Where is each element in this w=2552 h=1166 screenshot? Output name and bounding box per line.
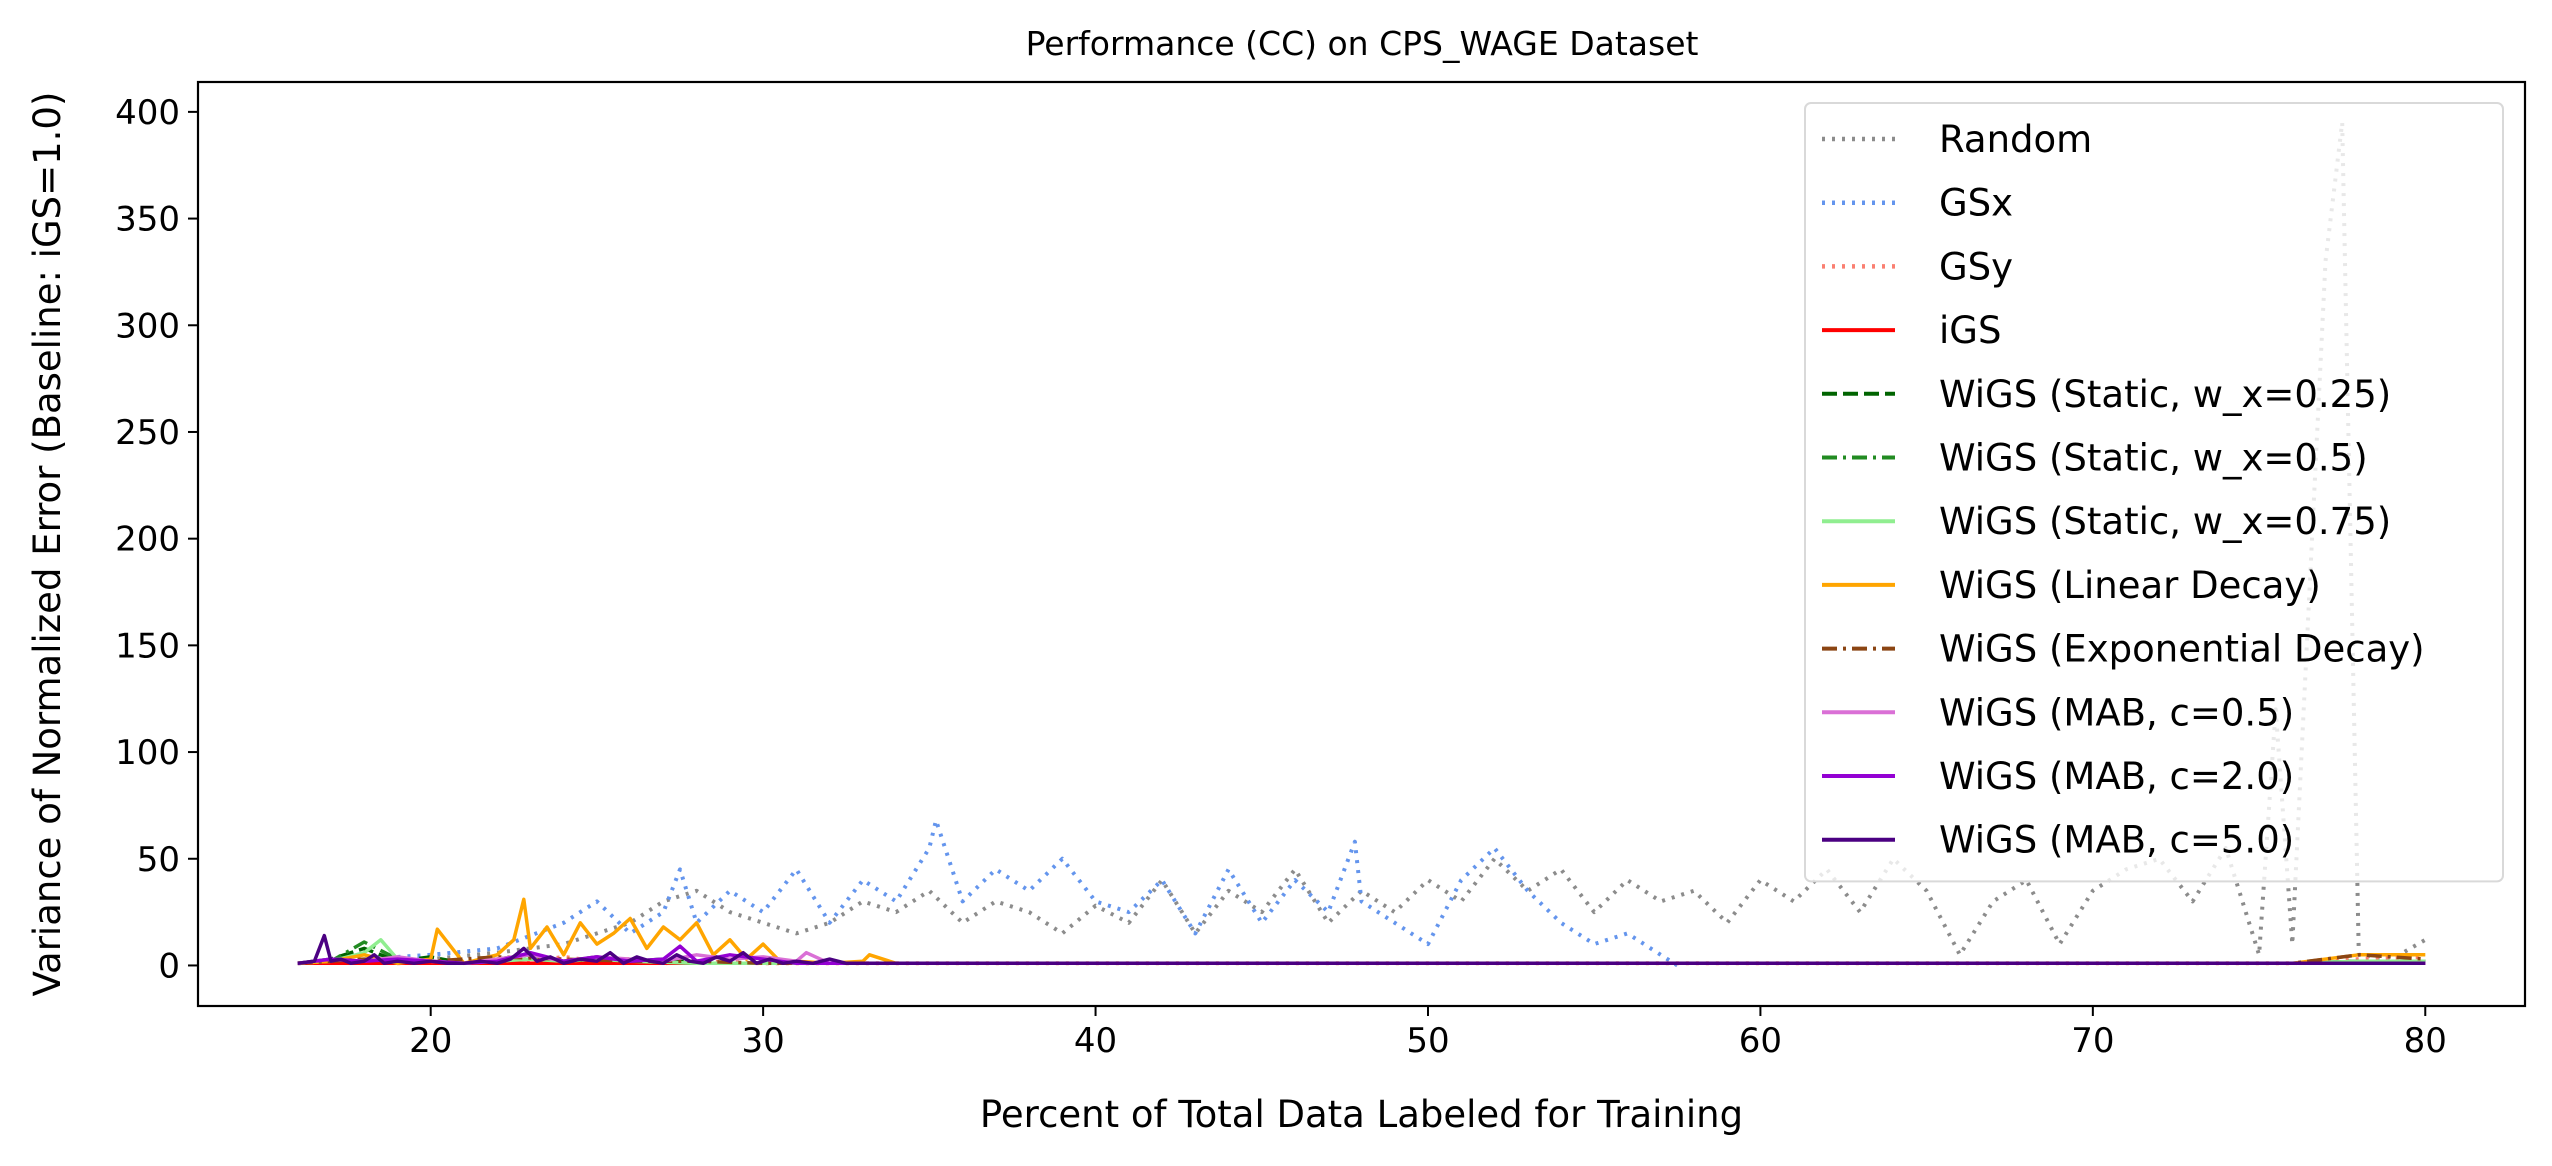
series-line-wigs-mab-c-5-0 [297,933,2426,966]
legend-box [1804,102,2504,883]
y-tick-label: 200 [115,520,180,560]
x-axis-title: Percent of Total Data Labeled for Traini… [980,1093,1743,1136]
legend-label-wigs-static-w-x-0-25: WiGS (Static, w_x=0.25) [1939,373,2391,416]
y-tick-label: 300 [115,306,180,346]
x-tick-label: 60 [1739,1021,1782,1061]
legend-label-wigs-mab-c-0-5: WiGS (MAB, c=0.5) [1939,691,2294,734]
legend-label-wigs-static-w-x-0-75: WiGS (Static, w_x=0.75) [1939,500,2391,543]
series-layer [297,120,2427,968]
chart-title: Performance (CC) on CPS_WAGE Dataset [1026,24,1699,63]
ticks-layer: 20 30 40 50 60 70 80 0 50 100 150 200 250 300 350 400 [115,93,2447,1061]
x-tick-label: 20 [409,1021,452,1061]
y-axis-title: Variance of Normalized Error (Baseline: … [26,92,69,997]
legend-label-igs: iGS [1939,309,2001,352]
plot-frame [196,80,2527,1008]
legend-label-wigs-exponential-decay: WiGS (Exponential Decay) [1939,628,2425,671]
x-tick-label: 80 [2404,1021,2447,1061]
legend-label-gsx: GSx [1939,182,2013,225]
legend-label-wigs-mab-c-5-0: WiGS (MAB, c=5.0) [1939,819,2294,862]
legend-label-random: Random [1939,118,2092,161]
y-tick-label: 350 [115,200,180,240]
legend-label-wigs-mab-c-2-0: WiGS (MAB, c=2.0) [1939,755,2294,798]
x-tick-label: 30 [741,1021,784,1061]
y-tick-label: 50 [137,840,180,880]
y-tick-label: 0 [158,946,180,986]
legend-label-wigs-linear-decay: WiGS (Linear Decay) [1939,564,2321,607]
y-tick-label: 100 [115,733,180,773]
y-tick-label: 400 [115,93,180,133]
x-tick-label: 40 [1074,1021,1117,1061]
y-tick-label: 250 [115,413,180,453]
y-tick-label: 150 [115,626,180,666]
legend: Random GSx GSy iGS WiGS (Static, w_x=0.25) Wi… [1804,102,2504,883]
x-tick-label: 50 [1406,1021,1449,1061]
x-tick-label: 70 [2071,1021,2114,1061]
series-line-gsx [297,818,1679,968]
legend-label-wigs-static-w-x-0-5: WiGS (Static, w_x=0.5) [1939,437,2368,480]
legend-label-gsy: GSy [1939,245,2013,288]
